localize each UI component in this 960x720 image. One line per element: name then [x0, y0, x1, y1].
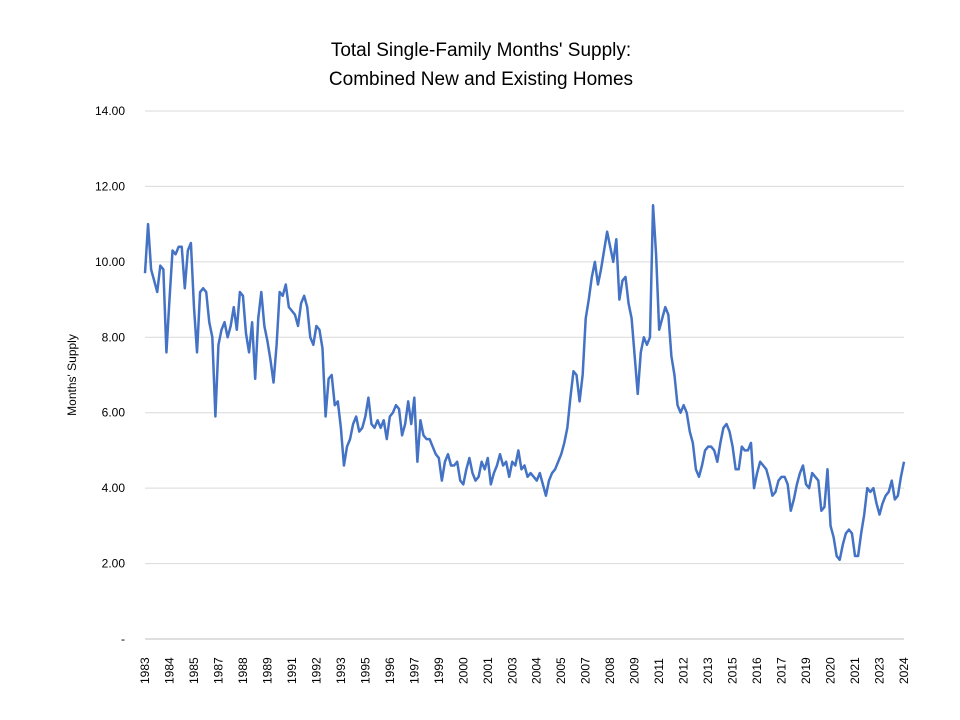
x-tick-label: 1996: [383, 657, 397, 684]
x-tick-label: 2012: [677, 657, 691, 684]
x-tick-label: 2020: [824, 657, 838, 684]
x-tick-label: 2016: [750, 657, 764, 684]
chart-title: Total Single-Family Months' Supply:: [331, 40, 631, 61]
y-tick-label: 8.00: [102, 330, 126, 344]
x-tick-label: 2019: [799, 657, 813, 684]
x-tick-label: 2023: [873, 657, 887, 684]
y-axis-label: Months' Supply: [65, 334, 79, 416]
x-tick-label: 1995: [358, 657, 372, 684]
x-tick-label: 2001: [481, 657, 495, 684]
x-tick-label: 2021: [848, 657, 862, 684]
x-tick-label: 1999: [432, 657, 446, 684]
x-tick-label: 1992: [309, 657, 323, 684]
x-tick-label: 1993: [334, 657, 348, 684]
x-tick-label: 2005: [554, 657, 568, 684]
x-tick-label: 2004: [530, 657, 544, 684]
x-tick-label: 1988: [236, 657, 250, 684]
y-tick-label: 6.00: [102, 406, 126, 420]
x-tick-label: 2024: [897, 657, 911, 684]
x-tick-label: 2015: [726, 657, 740, 684]
x-tick-label: 2000: [456, 657, 470, 684]
x-tick-label: 2011: [652, 658, 666, 684]
x-tick-label: 1983: [138, 657, 152, 684]
x-tick-label: 2007: [579, 657, 593, 684]
y-tick-label: -: [121, 632, 125, 646]
x-tick-label: 1991: [285, 657, 299, 684]
x-tick-label: 1997: [407, 657, 421, 684]
x-tick-label: 2003: [505, 657, 519, 684]
x-tick-label: 2008: [603, 657, 617, 684]
x-tick-label: 1984: [162, 657, 176, 684]
x-tick-label: 2017: [775, 657, 789, 684]
y-tick-label: 2.00: [102, 557, 126, 571]
x-tick-label: 1987: [211, 657, 225, 684]
y-tick-label: 10.00: [95, 255, 125, 269]
x-tick-label: 2013: [701, 657, 715, 684]
x-tick-label: 1989: [260, 657, 274, 684]
y-tick-label: 12.00: [95, 179, 125, 193]
x-tick-label: 2009: [628, 657, 642, 684]
data-line: [143, 204, 906, 562]
y-tick-label: 4.00: [102, 481, 126, 495]
chart-title: Combined New and Existing Homes: [329, 69, 633, 90]
x-tick-label: 1985: [187, 657, 201, 684]
y-tick-label: 14.00: [95, 104, 125, 118]
